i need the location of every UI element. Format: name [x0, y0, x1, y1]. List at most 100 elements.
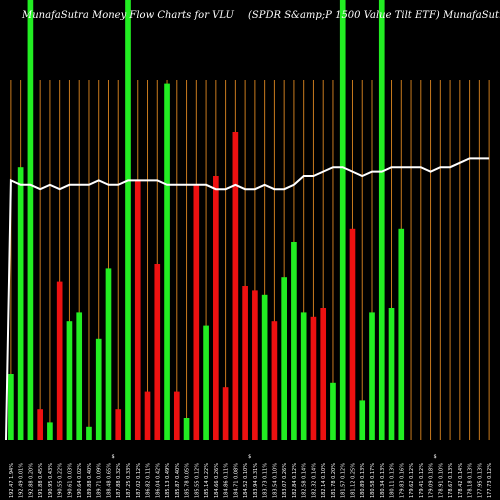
x-tick-label: 192.47 1.94% — [9, 463, 15, 498]
chart-bar — [66, 321, 73, 440]
x-tick-label: 183.07 0.26% — [282, 463, 288, 498]
x-tick-label: 189.71 0.09% — [97, 463, 103, 498]
x-tick-label: 177.95 0.13% — [477, 463, 483, 498]
chart-bar — [330, 382, 336, 440]
chart-bar — [134, 180, 141, 440]
chart-bar — [86, 426, 92, 440]
x-tick-label: 179.62 0.12% — [409, 463, 415, 498]
chart-bar — [125, 0, 131, 440]
x-tick-label: 189.88 0.40% — [87, 463, 93, 498]
x-tick-label: 178.18 0.13% — [468, 463, 474, 498]
x-tick-label: 184.86 0.11% — [224, 463, 230, 498]
x-tick-label: 179.41 0.12% — [419, 463, 425, 498]
chart-bar — [261, 294, 268, 440]
chart-bar — [349, 228, 356, 440]
chart-bar — [47, 422, 53, 440]
chart-bar — [300, 312, 307, 440]
x-tick-label: 180.58 0.17% — [370, 463, 376, 498]
x-tick-label: 180.34 0.13% — [380, 463, 386, 498]
x-tick-label: 187.88 0.32% — [116, 463, 122, 498]
chart-bar — [369, 312, 375, 440]
x-tick-label: 192.88 0.20% — [28, 463, 34, 498]
chart-bar — [398, 228, 405, 440]
chart-bar — [144, 391, 151, 440]
x-tick-label: 185.87 0.40% — [175, 463, 181, 498]
chart-bar — [95, 338, 102, 440]
chart-bar — [271, 321, 278, 440]
chart-title-left: MunafaSutra Money Flow Charts for VLU — [21, 10, 234, 21]
x-tick-label: 190.95 0.43% — [48, 463, 54, 498]
chart-bar — [222, 387, 229, 440]
x-tick-label: 182.84 0.12% — [292, 463, 298, 498]
chart-bar — [339, 0, 346, 440]
extra-tick-label: $ — [434, 454, 437, 460]
chart-bar — [320, 308, 327, 440]
x-tick-label: 183.73 0.11% — [263, 463, 269, 498]
x-tick-label: 182.58 0.14% — [302, 463, 308, 498]
chart-bar — [378, 0, 385, 440]
x-tick-label: 185.78 0.05% — [185, 463, 191, 498]
x-tick-label: 177.73 0.12% — [487, 463, 493, 498]
x-tick-label: 191.88 0.45% — [38, 463, 44, 498]
bar-series — [8, 0, 405, 440]
chart-bar — [310, 316, 317, 440]
chart-bar — [173, 391, 180, 440]
chart-bar — [154, 264, 161, 440]
x-tick-label: 180.11 0.13% — [390, 463, 396, 498]
x-tick-label: 182.32 0.14% — [311, 463, 317, 498]
chart-bar — [56, 281, 63, 440]
x-tick-label: 184.71 0.08% — [233, 463, 239, 498]
x-tick-label: 181.78 0.20% — [331, 463, 337, 498]
chart-bar — [213, 176, 219, 440]
chart-bar — [193, 184, 200, 440]
chart-bar — [388, 308, 395, 440]
chart-bar — [252, 290, 258, 440]
x-tick-label: 181.12 0.25% — [350, 463, 356, 498]
x-tick-label: 181.57 0.12% — [341, 463, 347, 498]
chart-bar — [76, 312, 83, 440]
x-tick-label: 179.83 0.16% — [399, 463, 405, 498]
chart-bar — [37, 409, 43, 440]
chart-bar — [203, 325, 209, 440]
chart-bar — [17, 167, 24, 440]
x-tick-label: 192.49 0.01% — [19, 463, 25, 498]
x-tick-label: 187.25 0.33% — [126, 463, 132, 498]
chart-bar — [105, 268, 112, 440]
x-tick-label: 190.55 0.22% — [58, 463, 64, 498]
extra-tick-label: $ — [248, 454, 251, 460]
chart-bar — [27, 0, 34, 440]
x-tick-label: 178.91 0.10% — [438, 463, 444, 498]
x-tick-label: 184.52 0.10% — [243, 463, 249, 498]
x-tick-label: 184.66 0.26% — [214, 463, 220, 498]
chart-bar — [8, 374, 14, 440]
chart-bar — [232, 132, 239, 440]
chart-bar — [115, 409, 122, 440]
x-tick-label: 182.14 0.10% — [321, 463, 327, 498]
x-tick-label: 188.48 0.65% — [106, 463, 112, 498]
x-tick-label: 183.54 0.10% — [272, 463, 278, 498]
x-tick-label: 186.04 0.42% — [155, 463, 161, 498]
chart-bar — [359, 400, 366, 440]
chart-bar — [164, 83, 170, 440]
x-tick-label: 190.61 0.03% — [67, 463, 73, 498]
x-tick-label: 180.89 0.13% — [360, 463, 366, 498]
chart-bar — [183, 418, 190, 440]
x-tick-label: 179.09 0.18% — [429, 463, 435, 498]
chart-title-right: (SPDR S&amp;P 1500 Value Tilt ETF) Munaf… — [248, 10, 500, 21]
x-tick-label: 178.67 0.13% — [448, 463, 454, 498]
x-tick-label: 190.64 0.02% — [77, 463, 83, 498]
x-tick-label: 185.13 0.49% — [165, 463, 171, 498]
money-flow-line — [5, 157, 490, 441]
x-tick-label: 178.42 0.14% — [458, 463, 464, 498]
chart-bar — [281, 277, 287, 440]
x-tick-label: 183.94 0.31% — [253, 463, 259, 498]
extra-tick-label: $ — [111, 454, 114, 460]
x-tick-label: 185.55 0.12% — [194, 463, 200, 498]
x-tick-label: 186.82 0.11% — [146, 463, 152, 498]
x-tick-label: 185.14 0.22% — [204, 463, 210, 498]
x-tick-labels: 192.47 1.94% 192.49 0.01% 192.88 0.20% 191.… — [9, 454, 493, 498]
chart-bar — [291, 242, 297, 440]
chart-bar — [242, 286, 248, 440]
